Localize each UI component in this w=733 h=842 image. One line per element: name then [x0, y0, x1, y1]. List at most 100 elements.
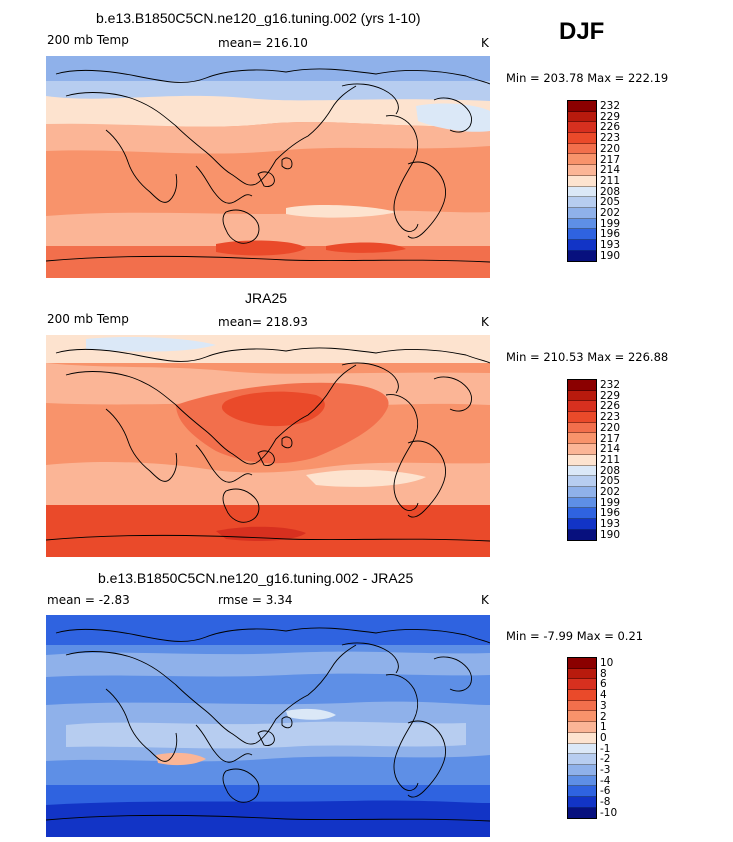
colorbar-label: 223	[600, 411, 621, 424]
colorbar-label: 202	[600, 486, 621, 498]
colorbar-swatch	[568, 711, 596, 723]
panel-1-minmax: Min = 203.78 Max = 222.19	[506, 71, 669, 85]
colorbar-label: 3	[600, 699, 607, 712]
colorbar-swatch	[568, 401, 596, 413]
colorbar-label: -8	[600, 796, 611, 809]
colorbar-label: 199	[600, 217, 621, 230]
colorbar-label: 214	[600, 443, 621, 456]
colorbar-label: 208	[600, 185, 621, 198]
colorbar-swatch	[568, 476, 596, 487]
colorbar-swatch	[568, 658, 596, 669]
colorbar-label: 193	[600, 239, 621, 252]
colorbar-label: -2	[600, 753, 611, 766]
colorbar-label: 190	[600, 249, 621, 262]
panel-1-title: b.e13.B1850C5CN.ne120_g16.tuning.002 (yr…	[96, 10, 421, 26]
colorbar-label: 4	[600, 689, 607, 702]
panel-1-units-label: K	[481, 36, 489, 50]
panel-3-mean-label: mean = -2.83	[47, 593, 130, 607]
colorbar-swatch	[568, 239, 596, 251]
colorbar-swatch	[568, 454, 596, 466]
colorbar-swatch	[568, 722, 596, 733]
colorbar-swatch	[568, 133, 596, 144]
colorbar-swatch	[568, 529, 596, 541]
colorbar-swatch	[568, 175, 596, 187]
colorbar-label: -3	[600, 764, 611, 776]
panel-1-mean-label: mean= 216.10	[218, 36, 308, 50]
panel-2-variable-label: 200 mb Temp	[47, 312, 129, 326]
colorbar-swatch	[568, 380, 596, 391]
panel-1-map	[46, 56, 490, 278]
colorbar-label: 211	[600, 453, 621, 466]
colorbar-label: 205	[600, 196, 621, 209]
colorbar-swatch	[568, 154, 596, 166]
colorbar-swatch	[568, 197, 596, 208]
colorbar-label: 196	[600, 228, 621, 241]
colorbar-label: 229	[600, 110, 621, 123]
colorbar-swatch	[568, 433, 596, 445]
colorbar-label: -1	[600, 742, 611, 755]
colorbar-label: 211	[600, 174, 621, 187]
colorbar-label: 199	[600, 496, 621, 509]
colorbar-swatch	[568, 786, 596, 797]
colorbar-label: 229	[600, 389, 621, 402]
colorbar-label: 8	[600, 667, 607, 680]
colorbar-label: 190	[600, 528, 621, 541]
colorbar-swatch	[568, 796, 596, 808]
panel-3-rmse-label: rmse = 3.34	[218, 593, 293, 607]
colorbar-label: 214	[600, 164, 621, 177]
colorbar-swatch	[568, 444, 596, 455]
colorbar-label: 10	[600, 657, 614, 669]
colorbar-swatch	[568, 668, 596, 680]
colorbar-swatch	[568, 229, 596, 240]
colorbar-label: 226	[600, 400, 621, 413]
colorbar-label: -4	[600, 774, 611, 787]
colorbar-swatch	[568, 732, 596, 744]
colorbar-swatch	[568, 497, 596, 509]
colorbar-swatch	[568, 508, 596, 519]
colorbar-label: 0	[600, 731, 607, 744]
colorbar-swatch	[568, 165, 596, 176]
colorbar-label: 202	[600, 207, 621, 219]
panel-2-mean-label: mean= 218.93	[218, 315, 308, 329]
colorbar-label: 220	[600, 142, 621, 155]
colorbar-label: 196	[600, 507, 621, 520]
colorbar-swatch	[568, 390, 596, 402]
colorbar-swatch	[568, 764, 596, 776]
colorbar-swatch	[568, 700, 596, 712]
colorbar-swatch	[568, 422, 596, 434]
colorbar-swatch	[568, 101, 596, 112]
colorbar-label: 208	[600, 464, 621, 477]
panel-1-variable-label: 200 mb Temp	[47, 33, 129, 47]
colorbar-label: 220	[600, 421, 621, 434]
colorbar-swatch	[568, 218, 596, 230]
panel-2-units-label: K	[481, 315, 489, 329]
colorbar-swatch	[568, 775, 596, 787]
colorbar-label: 232	[600, 100, 621, 112]
colorbar-label: 6	[600, 678, 607, 691]
colorbar-label: 193	[600, 518, 621, 531]
colorbar-swatch	[568, 111, 596, 123]
panel-3-units-label: K	[481, 593, 489, 607]
panel-1-colorbar	[567, 100, 597, 263]
colorbar-swatch	[568, 143, 596, 155]
colorbar-swatch	[568, 754, 596, 765]
colorbar-swatch	[568, 122, 596, 134]
colorbar-swatch	[568, 743, 596, 755]
colorbar-label: 232	[600, 379, 621, 391]
panel-2-colorbar	[567, 379, 597, 542]
colorbar-swatch	[568, 690, 596, 701]
colorbar-label: 1	[600, 721, 607, 734]
season-label: DJF	[559, 18, 605, 45]
panel-3-minmax: Min = -7.99 Max = 0.21	[506, 629, 644, 643]
colorbar-label: 223	[600, 132, 621, 145]
colorbar-swatch	[568, 465, 596, 477]
colorbar-label: -6	[600, 785, 611, 798]
panel-3-title: b.e13.B1850C5CN.ne120_g16.tuning.002 - J…	[98, 570, 414, 586]
colorbar-label: -10	[600, 806, 618, 819]
panel-3-colorbar	[567, 657, 597, 820]
colorbar-label: 217	[600, 153, 621, 166]
colorbar-swatch	[568, 679, 596, 691]
panel-2-title: JRA25	[245, 290, 288, 306]
colorbar-label: 2	[600, 710, 607, 723]
colorbar-swatch	[568, 518, 596, 530]
